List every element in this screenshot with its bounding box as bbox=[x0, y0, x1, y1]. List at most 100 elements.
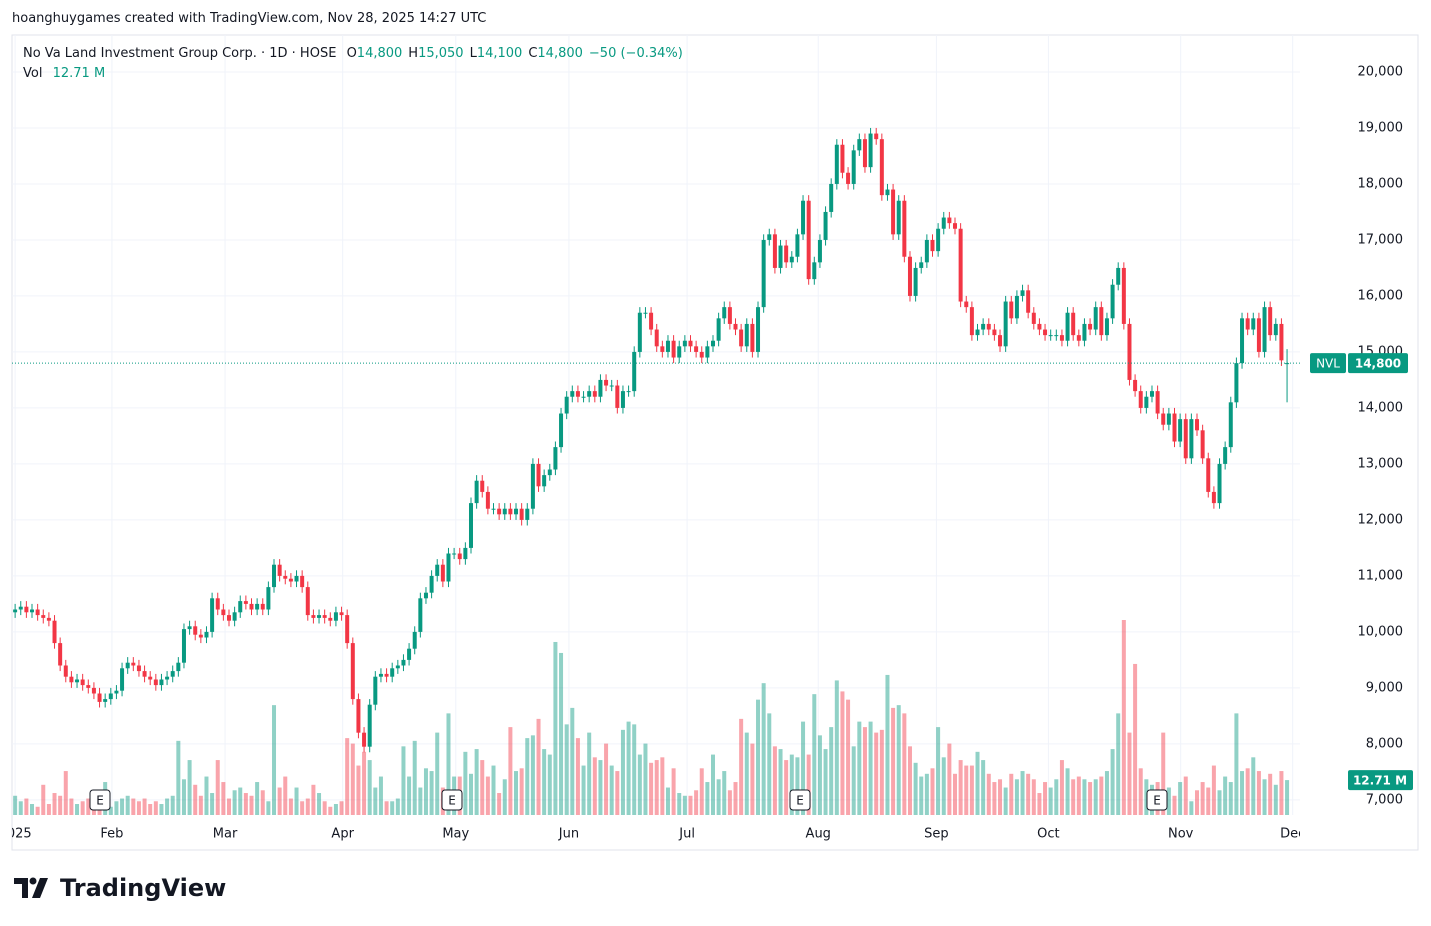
candle-body bbox=[1279, 323, 1284, 361]
candle-body bbox=[1155, 391, 1160, 414]
volume-bar bbox=[604, 743, 609, 815]
candle-body bbox=[525, 508, 530, 520]
candle-body bbox=[52, 620, 57, 644]
volume-bar bbox=[395, 798, 400, 815]
volume-bar bbox=[1200, 782, 1205, 815]
volume-bar bbox=[1211, 765, 1216, 815]
candle-body bbox=[1020, 290, 1025, 296]
volume-bar bbox=[559, 652, 564, 815]
candle-body bbox=[936, 228, 941, 252]
candle-body bbox=[694, 346, 699, 352]
candle-body bbox=[1189, 419, 1194, 459]
candle-body bbox=[395, 665, 400, 669]
candle-body bbox=[474, 480, 479, 504]
volume-bar bbox=[288, 798, 293, 815]
volume-bar bbox=[862, 727, 867, 815]
volume-bar bbox=[986, 773, 991, 815]
candle-body bbox=[97, 693, 102, 702]
volume-bar bbox=[418, 787, 423, 815]
candle-body bbox=[587, 391, 592, 397]
volume-bar bbox=[727, 790, 732, 815]
candle-body bbox=[795, 234, 800, 257]
candle-body bbox=[198, 634, 203, 638]
volume-bar bbox=[665, 787, 670, 815]
candle-body bbox=[1054, 335, 1059, 337]
candle-body bbox=[761, 239, 766, 308]
candle-body bbox=[63, 665, 68, 677]
y-tick-label: 16,000 bbox=[1358, 288, 1404, 303]
candle-body bbox=[1256, 318, 1261, 352]
volume-bar bbox=[1043, 782, 1048, 815]
candle-body bbox=[806, 200, 811, 280]
candle-body bbox=[784, 245, 789, 263]
volume-bar bbox=[609, 765, 614, 815]
volume-bar bbox=[497, 793, 502, 815]
attribution: hoanghuygames created with TradingView.c… bbox=[12, 11, 487, 26]
candle-body bbox=[620, 391, 625, 408]
candle-body bbox=[210, 598, 215, 632]
volume-bar bbox=[317, 793, 322, 815]
volume-bar bbox=[626, 721, 631, 815]
candle-body bbox=[1273, 323, 1278, 336]
candle-body bbox=[1110, 284, 1115, 319]
x-tick-label: Mar bbox=[213, 827, 238, 842]
candle-body bbox=[953, 223, 958, 229]
candle-body bbox=[131, 662, 136, 666]
y-tick-label: 17,000 bbox=[1358, 232, 1404, 247]
volume-bar bbox=[63, 771, 68, 815]
volume-bar bbox=[272, 705, 277, 815]
volume-bar bbox=[530, 735, 535, 815]
volume-bar bbox=[136, 801, 141, 815]
volume-bar bbox=[198, 795, 203, 815]
logo[interactable]: TradingView bbox=[12, 868, 232, 908]
volume-bar bbox=[879, 729, 884, 815]
volume-bar bbox=[1223, 776, 1228, 815]
legend-key: C bbox=[528, 46, 538, 61]
candle-body bbox=[345, 615, 350, 644]
candle-body bbox=[879, 139, 884, 196]
candle-body bbox=[671, 340, 676, 358]
candle-body bbox=[170, 671, 175, 677]
candle-body bbox=[688, 340, 693, 347]
volume-bar bbox=[435, 732, 440, 815]
volume-bar bbox=[148, 804, 153, 815]
candle-body bbox=[829, 183, 834, 212]
volume-bar bbox=[857, 721, 862, 815]
candle-body bbox=[570, 391, 575, 397]
volume-bar bbox=[975, 751, 980, 815]
candle-body bbox=[367, 704, 372, 747]
volume-bar bbox=[120, 798, 125, 815]
volume-bar bbox=[1189, 801, 1194, 815]
volume-bar bbox=[232, 790, 237, 815]
volume-bar bbox=[930, 768, 935, 815]
candle-body bbox=[677, 346, 682, 358]
candle-body bbox=[1206, 458, 1211, 492]
volume-bar bbox=[1014, 779, 1019, 815]
candle-body bbox=[114, 690, 119, 694]
volume-bar bbox=[75, 804, 80, 815]
candle-body bbox=[581, 396, 586, 398]
candle-body bbox=[902, 200, 907, 257]
candle-body bbox=[1240, 318, 1245, 364]
volume-bar bbox=[463, 751, 468, 815]
candle-body bbox=[637, 312, 642, 352]
candle-body bbox=[204, 631, 209, 638]
volume-bar bbox=[390, 801, 395, 815]
volume-bar bbox=[553, 641, 558, 815]
volume-bar bbox=[784, 760, 789, 815]
candle-body bbox=[418, 598, 423, 632]
volume-bar bbox=[468, 773, 473, 815]
candle-body bbox=[1178, 419, 1183, 442]
legend-key: O bbox=[346, 46, 357, 61]
volume-bar bbox=[1020, 771, 1025, 815]
candle-body bbox=[435, 564, 440, 576]
volume-bar bbox=[817, 735, 822, 815]
y-tick-label: 14,000 bbox=[1358, 400, 1404, 415]
candle-body bbox=[924, 239, 929, 263]
candle-body bbox=[789, 256, 794, 263]
candle-body bbox=[120, 668, 125, 691]
candle-body bbox=[913, 267, 918, 296]
volume-bar bbox=[1054, 779, 1059, 815]
candle-body bbox=[41, 615, 46, 618]
